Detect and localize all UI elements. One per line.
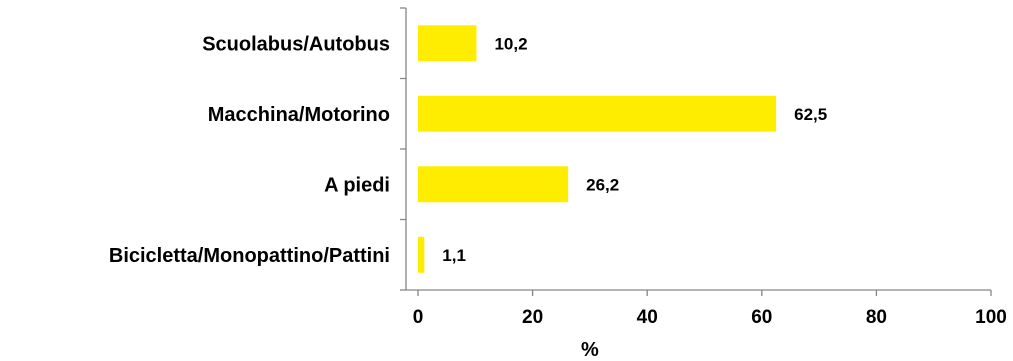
- bar: [418, 95, 777, 132]
- x-tick-label: 0: [413, 307, 424, 328]
- category-label: Bicicletta/Monopattino/Pattini: [109, 245, 390, 267]
- bar: [418, 166, 569, 203]
- x-tick-label: 40: [637, 307, 658, 328]
- category-label: A piedi: [324, 174, 390, 196]
- x-tick-label: 100: [975, 307, 1007, 328]
- axes: [400, 7, 992, 296]
- data-label: 1,1: [442, 246, 466, 265]
- labels: 0 20 40 60 80 100 Scuolabus/Autobus 10,2 Macchin…: [109, 33, 1007, 328]
- x-axis-title: %: [581, 339, 599, 361]
- x-tick-label: 60: [751, 307, 772, 328]
- data-label: 62,5: [794, 105, 827, 124]
- bars: [418, 25, 777, 273]
- bar: [418, 236, 425, 273]
- x-tick-label: 20: [522, 307, 543, 328]
- data-label: 10,2: [494, 34, 527, 53]
- category-label: Macchina/Motorino: [208, 104, 390, 126]
- x-tick-label: 80: [866, 307, 887, 328]
- category-label: Scuolabus/Autobus: [202, 33, 390, 55]
- data-label: 26,2: [586, 175, 619, 194]
- bar: [418, 25, 477, 62]
